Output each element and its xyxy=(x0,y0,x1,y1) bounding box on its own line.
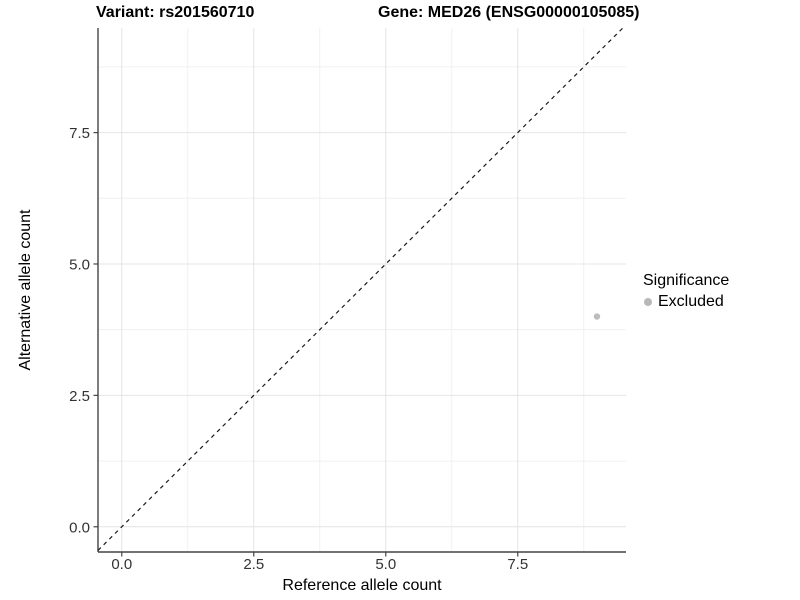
x-tick-label: 2.5 xyxy=(243,556,264,573)
x-tick-label: 5.0 xyxy=(375,556,396,573)
legend-title: Significance xyxy=(643,272,730,289)
plot-title-variant: Variant: rs201560710 xyxy=(96,4,255,21)
y-tick-label: 0.0 xyxy=(69,519,90,536)
x-tick-label: 7.5 xyxy=(507,556,528,573)
y-tick-label: 7.5 xyxy=(69,125,90,142)
legend: Significance Excluded xyxy=(643,271,729,311)
y-tick-label: 2.5 xyxy=(69,388,90,405)
legend-entry-excluded: Excluded xyxy=(644,293,729,311)
x-tick-label: 0.0 xyxy=(111,556,132,573)
data-point xyxy=(593,313,601,320)
identity-dashed-line xyxy=(97,27,624,551)
plot-title-gene: Gene: MED26 (ENSG00000105085) xyxy=(378,4,640,21)
y-axis-title: Alternative allele count xyxy=(17,209,34,371)
legend-entry-label: Excluded xyxy=(658,293,724,310)
excluded-point-swatch xyxy=(644,298,652,306)
y-tick-label: 5.0 xyxy=(69,256,90,273)
x-axis-title: Reference allele count xyxy=(282,577,442,594)
